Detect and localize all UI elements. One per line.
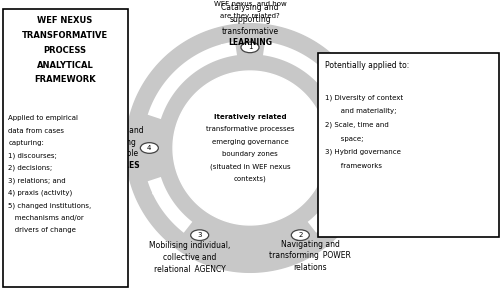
Text: Challenging and: Challenging and [80, 126, 143, 135]
Text: relational  AGENCY: relational AGENCY [154, 265, 226, 274]
Text: transforming: transforming [87, 138, 137, 147]
Polygon shape [126, 24, 374, 272]
Text: STRUCTURES: STRUCTURES [84, 161, 140, 170]
Text: 2) Scale, time and: 2) Scale, time and [325, 122, 389, 128]
Text: collective and: collective and [163, 253, 216, 262]
Text: FRAMEWORK: FRAMEWORK [34, 75, 96, 84]
Text: WEF nexus, and how: WEF nexus, and how [214, 1, 286, 7]
Text: 2) decisions;: 2) decisions; [8, 165, 53, 171]
Circle shape [292, 230, 310, 240]
Text: transformative processes: transformative processes [206, 126, 294, 132]
Text: contexts): contexts) [234, 176, 266, 182]
Text: unsustainable: unsustainable [85, 149, 139, 158]
Text: supporting: supporting [229, 15, 271, 24]
Text: 4: 4 [147, 145, 152, 151]
Text: data from cases: data from cases [8, 128, 64, 134]
Text: 1) Diversity of context: 1) Diversity of context [325, 94, 403, 101]
Text: relational  AGENCY: relational AGENCY [149, 265, 230, 274]
Text: are they related?: are they related? [220, 13, 280, 19]
Text: 3: 3 [198, 232, 202, 238]
Text: 3) Hybrid governance: 3) Hybrid governance [325, 149, 401, 155]
Text: transformative: transformative [222, 27, 278, 36]
Text: Potentially applied to:: Potentially applied to: [325, 61, 409, 70]
Text: (situated in WEF nexus: (situated in WEF nexus [210, 163, 290, 170]
Text: drivers of change: drivers of change [8, 227, 76, 233]
Text: transforming  POWER: transforming POWER [270, 251, 351, 260]
Text: frameworks: frameworks [325, 163, 382, 169]
Text: 5) changed institutions,: 5) changed institutions, [8, 202, 92, 209]
FancyBboxPatch shape [2, 9, 128, 287]
Circle shape [241, 42, 259, 53]
Text: TRANSFORMATIVE: TRANSFORMATIVE [22, 31, 108, 40]
Text: Navigating and: Navigating and [281, 239, 340, 249]
Text: transforming  POWER: transforming POWER [264, 251, 356, 260]
Text: 3) relations; and: 3) relations; and [8, 177, 66, 184]
Text: ANALYTICAL: ANALYTICAL [36, 61, 94, 70]
Text: space;: space; [325, 136, 364, 141]
Text: Iteratively related: Iteratively related [214, 114, 286, 120]
Text: boundary zones: boundary zones [222, 151, 278, 157]
Circle shape [190, 230, 208, 240]
Text: 2: 2 [298, 232, 302, 238]
Text: and materiality;: and materiality; [325, 108, 396, 114]
Text: capturing:: capturing: [8, 140, 44, 146]
Text: 1) discourses;: 1) discourses; [8, 152, 58, 159]
Text: PROCESS: PROCESS [44, 46, 86, 55]
Text: relations: relations [294, 263, 327, 272]
Text: 1: 1 [248, 44, 252, 50]
FancyBboxPatch shape [318, 53, 499, 237]
Polygon shape [173, 71, 327, 225]
Text: Mobilising individual,: Mobilising individual, [149, 241, 230, 250]
Text: Catalysing and: Catalysing and [221, 3, 279, 12]
Circle shape [140, 143, 158, 153]
Text: Applied to empirical: Applied to empirical [8, 115, 78, 121]
Text: WEF NEXUS: WEF NEXUS [38, 16, 92, 25]
Text: emerging governance: emerging governance [212, 139, 288, 145]
Text: 4) praxis (activity): 4) praxis (activity) [8, 190, 73, 196]
Text: LEARNING: LEARNING [228, 38, 272, 47]
Text: mechanisms and/or: mechanisms and/or [8, 215, 84, 221]
